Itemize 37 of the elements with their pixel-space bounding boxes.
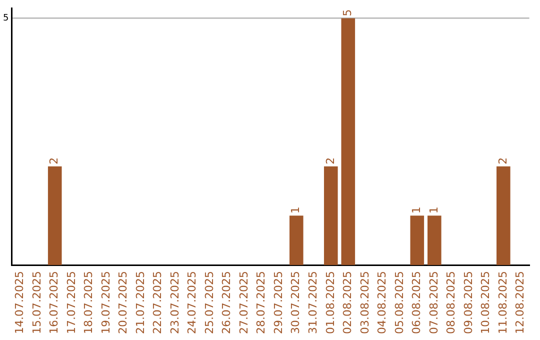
x-tick-label: 31.07.2025 [306,271,320,334]
x-tick-label: 24.07.2025 [186,271,199,334]
x-tick-label: 09.08.2025 [462,271,475,334]
x-tick-label: 04.08.2025 [376,271,389,334]
x-tick-label: 16.07.2025 [48,271,61,334]
x-tick-label: 12.08.2025 [514,271,527,334]
x-tick-label: 02.08.2025 [341,271,354,334]
x-tick-label: 15.07.2025 [30,271,44,334]
x-tick-label: 21.07.2025 [134,271,147,334]
x-tick-label: 19.07.2025 [99,271,112,334]
x-tick-label: 11.08.2025 [496,271,510,334]
data-label: 2 [48,157,61,164]
x-tick-label: 29.07.2025 [272,271,285,334]
x-tick-label: 27.07.2025 [237,271,250,334]
x-tick-label: 28.07.2025 [254,271,268,334]
x-tick-label: 06.08.2025 [410,271,424,334]
x-tick-label: 17.07.2025 [64,271,78,334]
x-tick-label: 01.08.2025 [324,271,337,334]
data-label: 2 [324,157,337,164]
data-label: 1 [410,206,424,214]
x-tick-label: 22.07.2025 [151,271,164,334]
x-tick-label: 25.07.2025 [202,271,216,334]
data-label: 2 [496,157,510,164]
x-tick-label: 26.07.2025 [220,271,234,334]
data-label: 5 [341,9,354,16]
x-tick-label: 20.07.2025 [116,271,130,334]
x-tick-label: 05.08.2025 [392,271,406,334]
x-tick-label: 14.07.2025 [13,271,26,334]
x-tick-label: 07.08.2025 [427,271,440,334]
x-tick-label: 18.07.2025 [82,271,96,334]
data-label: 1 [427,206,440,214]
data-label: 1 [289,206,302,214]
x-tick-label: 10.08.2025 [479,271,492,334]
x-tick-label: 23.07.2025 [168,271,182,334]
x-tick-label: 30.07.2025 [289,271,302,334]
x-tick-label: 08.08.2025 [444,271,458,334]
x-tick-label: 03.08.2025 [358,271,372,334]
